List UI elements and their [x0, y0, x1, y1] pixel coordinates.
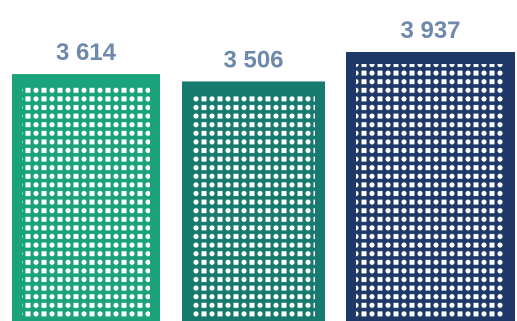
bar-pattern	[356, 64, 505, 317]
bar-pattern	[192, 93, 315, 317]
value-label: 3 506	[223, 46, 283, 73]
bar-pattern	[22, 86, 150, 318]
value-label: 3 614	[56, 39, 117, 66]
value-label: 3 937	[400, 17, 460, 44]
